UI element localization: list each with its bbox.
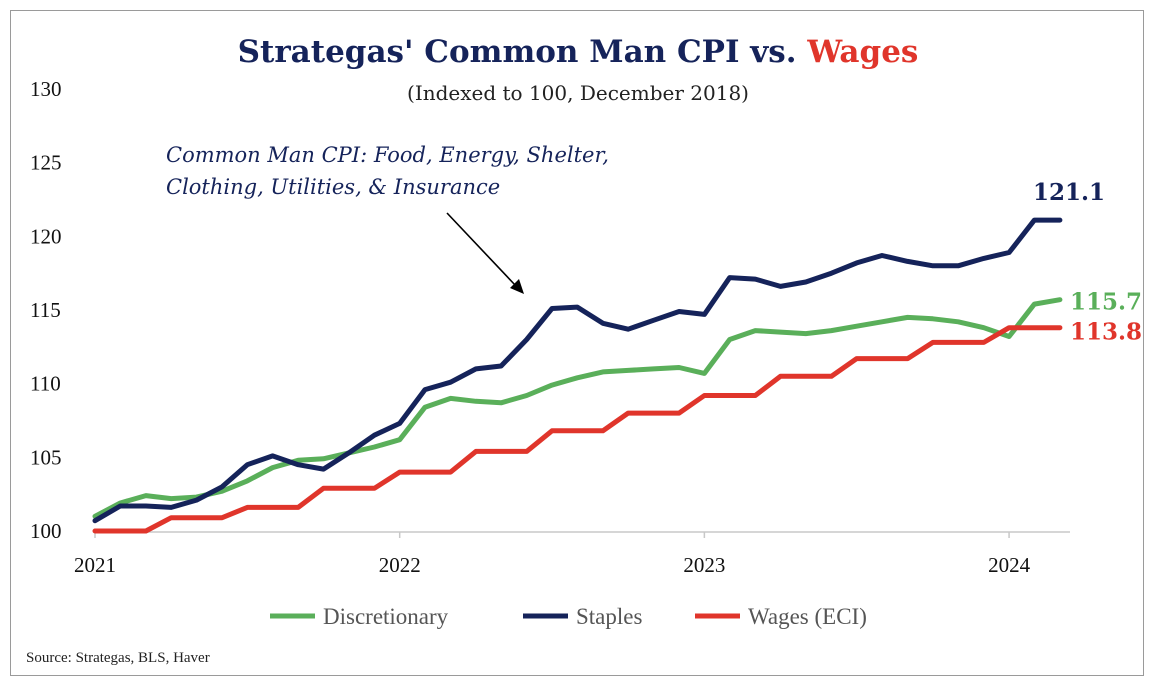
- source-note: Source: Strategas, BLS, Haver: [26, 650, 210, 666]
- x-tick-label: 2023: [683, 553, 725, 577]
- chart-title-main: Strategas' Common Man CPI vs.: [238, 34, 808, 70]
- chart-title-highlight: Wages: [806, 34, 918, 70]
- legend-label: Wages (ECI): [748, 604, 867, 629]
- y-tick-label: 105: [30, 445, 62, 469]
- annotation-line-2: Clothing, Utilities, & Insurance: [166, 175, 500, 199]
- annotation: Common Man CPI: Food, Energy, Shelter, C…: [166, 143, 609, 294]
- end-value-label: 121.1: [1033, 179, 1105, 206]
- end-value-label: 115.7: [1070, 289, 1142, 316]
- plot-area: 115.7 121.1 113.8: [92, 179, 1142, 534]
- annotation-arrow-line: [446, 212, 517, 287]
- y-tick-label: 115: [30, 298, 61, 322]
- y-tick-label: 130: [30, 77, 62, 101]
- legend-label: Discretionary: [323, 604, 449, 629]
- series-line-1: [92, 297, 1063, 519]
- chart-frame: [10, 10, 1144, 676]
- y-tick-label: 120: [30, 224, 62, 248]
- x-tick-label: 2024: [988, 553, 1031, 577]
- annotation-line-1: Common Man CPI: Food, Energy, Shelter,: [166, 143, 609, 167]
- x-tick-label: 2022: [379, 553, 421, 577]
- chart-title: Strategas' Common Man CPI vs. Wages: [238, 34, 919, 70]
- series-line-2: [92, 217, 1063, 524]
- y-tick-label: 100: [30, 519, 62, 543]
- y-tick-label: 125: [30, 151, 62, 175]
- chart-subtitle: (Indexed to 100, December 2018): [407, 81, 749, 105]
- legend-label: Staples: [576, 604, 642, 629]
- x-tick-label: 2021: [74, 553, 116, 577]
- legend: Discretionary Staples Wages (ECI): [270, 604, 867, 629]
- x-axis: 2021 2022 2023 2024: [74, 531, 1070, 577]
- y-tick-label: 110: [30, 372, 61, 396]
- annotation-arrow-head: [510, 279, 524, 294]
- end-value-label: 113.8: [1070, 319, 1142, 346]
- series-line-3: [92, 325, 1063, 534]
- y-axis: 100 105 110 115 120 125 130: [30, 77, 62, 543]
